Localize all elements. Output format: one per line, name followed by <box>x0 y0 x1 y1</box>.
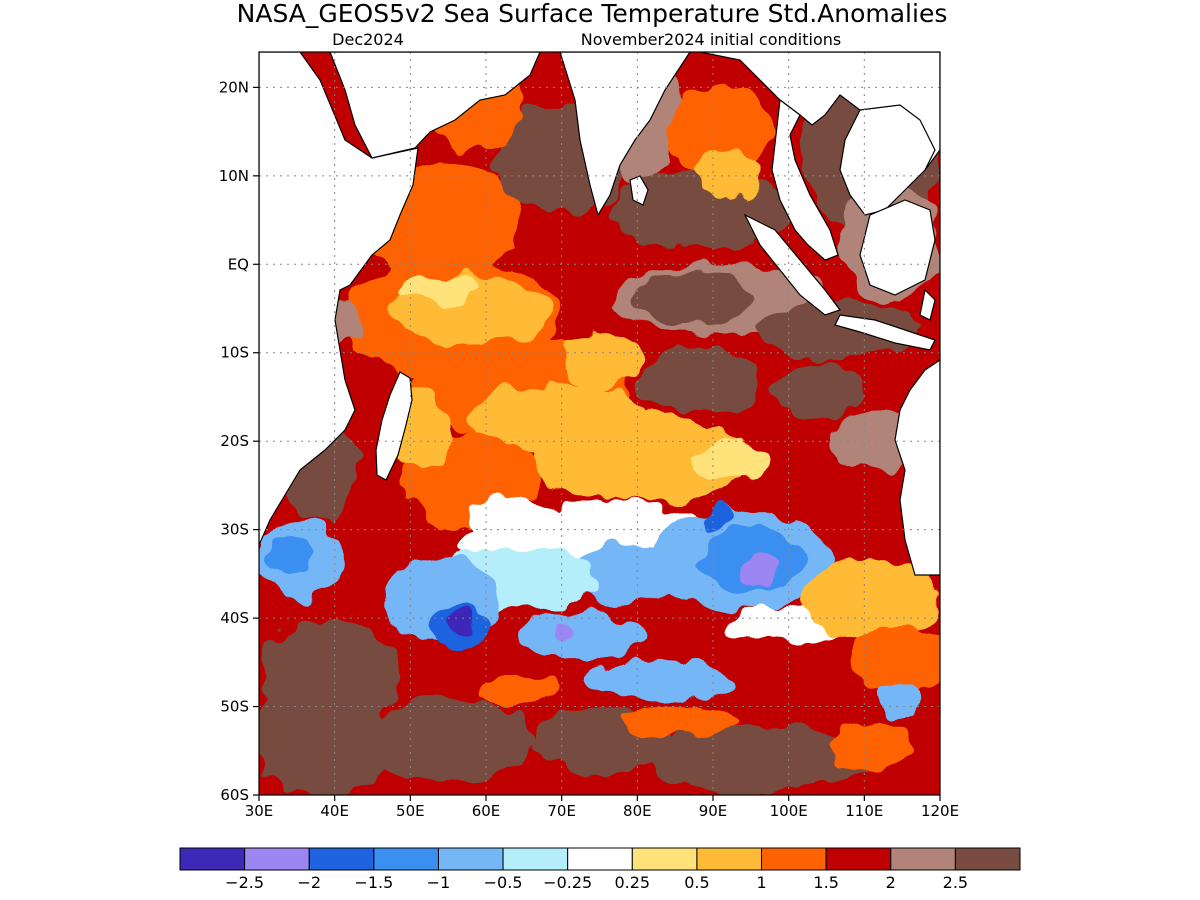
lon-tick-label-1: 40E <box>320 802 349 820</box>
colorbar-swatch-0 <box>179 847 246 871</box>
colorbar-label-4: −0.5 <box>484 873 523 892</box>
colorbar-label-3: −1 <box>427 873 451 892</box>
lat-tick-label-4: 20S <box>220 432 249 450</box>
lat-tick-label-6: 40S <box>220 609 249 627</box>
colorbar-label-11: 2.5 <box>943 873 968 892</box>
map-subtitle-conditions: November2024 initial conditions <box>581 30 841 49</box>
land-africa <box>259 52 419 546</box>
lon-tick-label-5: 80E <box>623 802 652 820</box>
land-arabia <box>329 52 541 159</box>
colorbar-label-6: 0.25 <box>614 873 650 892</box>
colorbar-swatch-9 <box>761 847 827 871</box>
land-srilanka <box>629 175 649 206</box>
land-masses <box>259 52 940 576</box>
land-sumatra <box>743 213 841 316</box>
lon-tick-label-6: 90E <box>699 802 728 820</box>
colorbar-swatch-11 <box>890 847 956 871</box>
lat-tick-label-2: EQ <box>228 255 249 273</box>
land-madagascar <box>375 371 413 481</box>
colorbar-label-1: −2 <box>297 873 321 892</box>
lon-tick-label-2: 50E <box>396 802 425 820</box>
colorbar-label-7: 0.5 <box>684 873 709 892</box>
colorbar-label-9: 1.5 <box>813 873 838 892</box>
land-sulawesi <box>919 288 936 321</box>
map-subtitle-date: Dec2024 <box>332 30 404 49</box>
colorbar-swatch-4 <box>437 847 504 871</box>
lon-tick-label-3: 60E <box>472 802 501 820</box>
lat-tick-label-0: 20N <box>219 78 249 96</box>
colorbar-swatch-8 <box>696 847 763 871</box>
colorbar-label-0: −2.5 <box>225 873 264 892</box>
lon-tick-label-4: 70E <box>547 802 576 820</box>
colorbar-label-10: 2 <box>886 873 896 892</box>
land-malay <box>771 98 839 261</box>
lon-tick-label-8: 110E <box>845 802 883 820</box>
land-bay-mainland <box>699 52 940 171</box>
colorbar-swatch-2 <box>308 847 375 871</box>
lon-tick-label-9: 120E <box>921 802 959 820</box>
colorbar: −2.5 −2 −1.5 −1 −0.5 −0.25 0.25 0.5 1 1.5 2 2.5 <box>179 847 1021 892</box>
lat-tick-label-5: 30S <box>220 521 249 539</box>
colorbar-swatch-7 <box>631 847 698 871</box>
colorbar-swatch-1 <box>244 847 310 871</box>
colorbar-swatch-3 <box>373 847 439 871</box>
land-borneo <box>859 199 936 296</box>
colorbar-swatch-10 <box>825 847 892 871</box>
lat-tick-label-7: 50S <box>220 698 249 716</box>
land-indochina-east <box>839 104 936 216</box>
colorbar-label-2: −1.5 <box>354 873 393 892</box>
land-india <box>559 52 691 217</box>
lon-tick-label-7: 100E <box>770 802 808 820</box>
lon-tick-label-0: 30E <box>245 802 274 820</box>
map-frame <box>258 51 941 796</box>
lat-tick-label-8: 60S <box>220 786 249 804</box>
land-australia <box>894 359 940 576</box>
colorbar-swatch-12 <box>954 847 1021 871</box>
lat-tick-label-3: 10S <box>220 344 249 362</box>
land-java <box>834 314 936 351</box>
map-title: NASA_GEOS5v2 Sea Surface Temperature Std… <box>237 0 948 28</box>
colorbar-swatch-6 <box>567 847 633 871</box>
gridlines <box>259 52 940 795</box>
lat-tick-label-1: 10N <box>219 167 249 185</box>
colorbar-label-8: 1 <box>756 873 766 892</box>
axis-ticks: 30E 40E 50E 60E 70E 80E 90E 100E 110E 120E 20N 10N E… <box>219 78 959 820</box>
colorbar-label-5: −0.25 <box>543 873 592 892</box>
colorbar-swatch-5 <box>502 847 569 871</box>
